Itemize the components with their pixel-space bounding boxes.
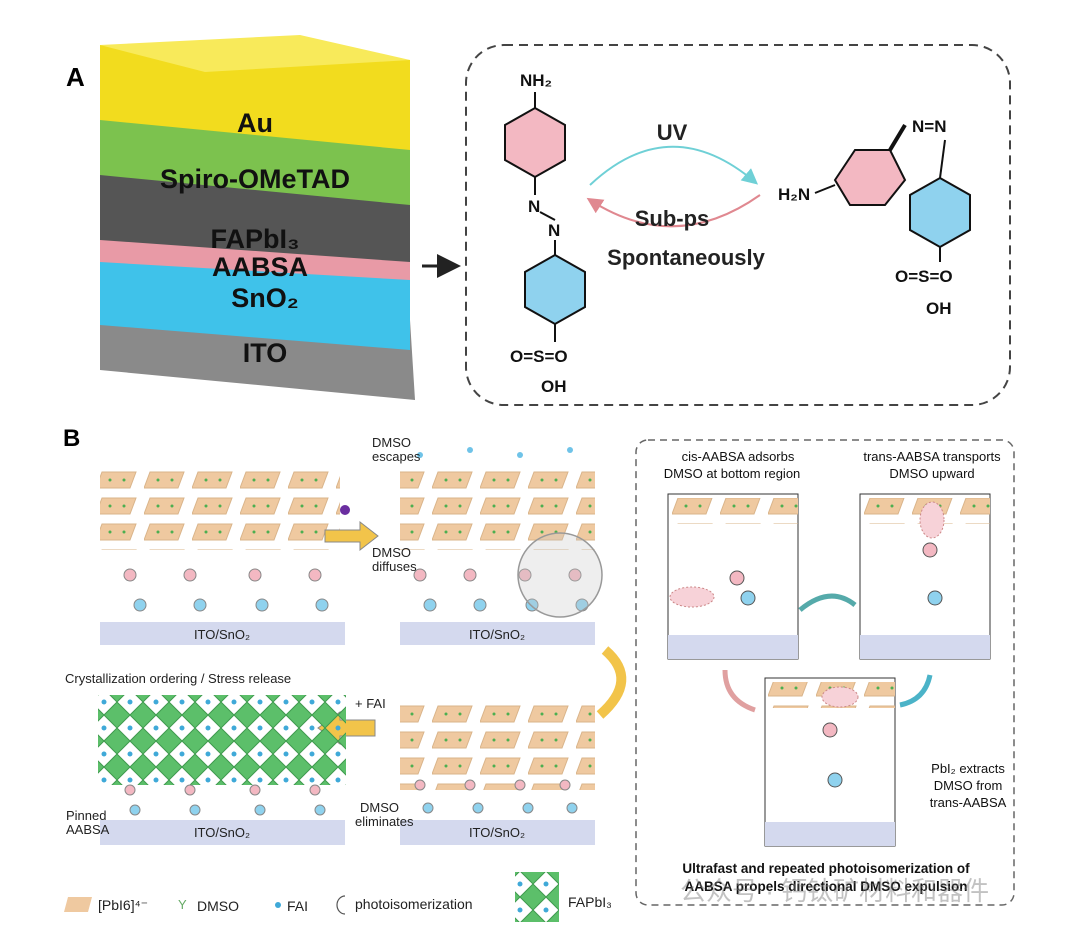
step-eliminate: ITO/SnO₂ [400, 700, 595, 845]
layer-label-au: Au [237, 108, 273, 138]
svg-text:OH: OH [926, 299, 952, 318]
svg-text:N=N: N=N [912, 117, 946, 136]
layer-label-fapbi3: FAPbI₃ [211, 224, 300, 254]
svg-text:ITO/SnO₂: ITO/SnO₂ [469, 627, 525, 642]
svg-text:ITO/SnO₂: ITO/SnO₂ [469, 825, 525, 840]
watermark: 公众号 · 钙钛矿材料和器件 [680, 876, 989, 906]
svg-text:Y: Y [178, 897, 187, 912]
dmso-escapes-label: DMSO escapes [372, 435, 421, 464]
trans-aabsa-molecule: NH₂ N N O=S=O OH [504, 71, 586, 396]
panel-a-label: A [66, 62, 85, 92]
reverse-arrow [586, 194, 761, 228]
layer-label-spiro: Spiro-OMeTAD [160, 164, 350, 194]
svg-text:H₂N: H₂N [778, 185, 810, 204]
molecule-box [465, 44, 1011, 406]
layer-au [100, 45, 410, 150]
mechanism-panel-pbi2 [764, 677, 896, 847]
layer-sno2 [100, 255, 410, 350]
summary-text: Ultrafast and repeated photoisomerizatio… [682, 861, 970, 894]
svg-text:DMSO: DMSO [197, 898, 239, 914]
svg-text:ITO/SnO₂: ITO/SnO₂ [194, 825, 250, 840]
step-uv: ITO/SnO₂ [400, 447, 603, 645]
svg-text:N: N [528, 197, 540, 216]
trans-caption: trans-AABSA transports DMSO upward [863, 449, 1001, 481]
cycle-arrow-3 [722, 669, 756, 713]
cis-aabsa-molecule: H₂N N=N O=S=O OH [778, 117, 971, 318]
cycle-arrow-1 [798, 593, 857, 612]
uv-label: UV [657, 120, 688, 145]
legend: [PbI6]⁴⁻ Y DMSO FAI photoisomerization F… [64, 872, 612, 922]
step-crystallized: Crystallization ordering / Stress releas… [65, 671, 346, 845]
spontaneously-label: Spontaneously [607, 245, 765, 270]
svg-text:FAPbI₃: FAPbI₃ [568, 894, 612, 910]
device-stack: Au Spiro-OMeTAD FAPbI₃ AABSA SnO₂ ITO [100, 35, 415, 400]
layer-aabsa [100, 235, 410, 280]
layer-label-ito: ITO [243, 338, 288, 368]
process-arrow-down [596, 646, 627, 719]
mechanism-box [635, 439, 1015, 906]
svg-text:O=S=O: O=S=O [895, 267, 953, 286]
svg-text:ITO/SnO₂: ITO/SnO₂ [194, 627, 250, 642]
layer-label-sno2: SnO₂ [231, 283, 299, 313]
dmso-eliminates-label: DMSO eliminates [355, 800, 414, 829]
svg-text:Crystallization ordering / Str: Crystallization ordering / Stress releas… [65, 671, 291, 686]
cycle-arrow-2 [899, 674, 933, 708]
svg-text:NH₂: NH₂ [520, 71, 552, 90]
pbi2-caption: PbI₂ extracts DMSO from trans-AABSA [930, 761, 1007, 810]
step-initial: ITO/SnO₂ [100, 470, 345, 645]
layer-label-aabsa: AABSA [212, 252, 308, 282]
svg-text:[PbI6]⁴⁻: [PbI6]⁴⁻ [98, 897, 148, 913]
mechanism-panel-trans [859, 493, 991, 660]
plus-fai-label: + FAI [355, 696, 386, 711]
panel-b-label: B [63, 425, 80, 452]
svg-text:OH: OH [541, 377, 567, 396]
svg-text:photoisomerization: photoisomerization [355, 896, 473, 912]
svg-text:N: N [548, 221, 560, 240]
light-icon [340, 505, 350, 515]
process-arrow-right [324, 520, 379, 552]
svg-text:O=S=O: O=S=O [510, 347, 568, 366]
svg-text:FAI: FAI [287, 898, 308, 914]
mechanism-panel-cis [667, 493, 799, 660]
subps-label: Sub-ps [635, 206, 710, 231]
uv-arrow [589, 145, 759, 186]
pinned-aabsa-label: Pinned AABSA [66, 808, 110, 837]
cis-caption: cis-AABSA adsorbs DMSO at bottom region [664, 449, 801, 481]
dmso-diffuses-label: DMSO diffuses [372, 545, 417, 574]
